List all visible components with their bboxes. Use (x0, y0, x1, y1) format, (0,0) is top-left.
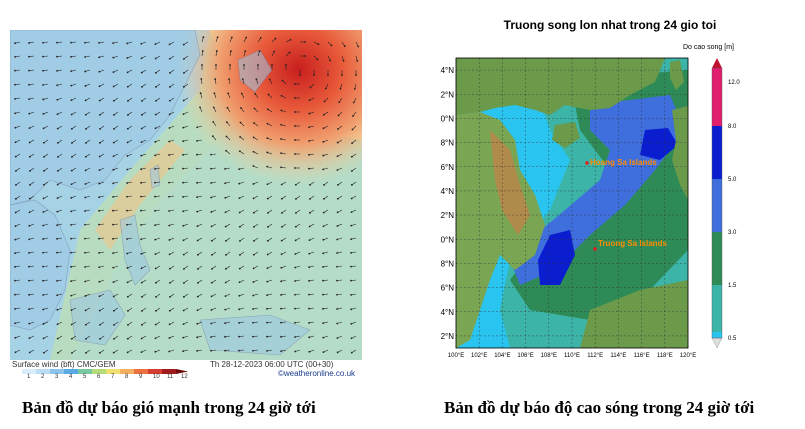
lon-label: 114°E (610, 353, 626, 359)
wave-lat-labels: 24°N 22°N 20°N 18°N 16°N 14°N 12°N 10°N 8°N 6°N 4°… (440, 66, 454, 341)
wind-scale-tick: 10 (153, 374, 160, 380)
wind-footer: Surface wind (bft) CMC/GEM Th 28-12-2023… (10, 360, 362, 380)
indochina (9, 199, 71, 331)
legend-tick-label: 5.0 (728, 177, 737, 183)
lat-label: 12°N (440, 211, 454, 220)
legend-tick-label: 3.0 (728, 230, 737, 236)
lon-label: 100°E (448, 353, 464, 359)
wind-map-caption: Bản đồ dự báo gió mạnh trong 24 giờ tới (22, 398, 316, 417)
truong-sa-label: Truong Sa Islands (598, 239, 667, 248)
wave-zone-8-0-north (640, 128, 678, 160)
wave-legend-ticks: 12.0 8.0 5.0 3.0 1.5 0.5 (728, 80, 740, 342)
wind-scale-tick: 4 (69, 374, 73, 380)
wind-scale-tick: 8 (125, 374, 129, 380)
wave-zone-8-0-south (538, 230, 575, 285)
wave-lon-labels: 100°E 102°E 104°E 106°E 108°E 110°E 112°E 114°E… (448, 353, 696, 359)
wind-scale-tick: 7 (111, 374, 115, 380)
wind-scale-tick: 1 (27, 374, 31, 380)
lat-label: 16°N (440, 163, 454, 172)
lon-label: 104°E (494, 353, 510, 359)
lon-label: 106°E (517, 353, 533, 359)
china-land (456, 58, 665, 115)
wind-credit[interactable]: ©weatheronline.co.uk (278, 369, 356, 378)
wind-map-panel: Surface wind (bft) CMC/GEM Th 28-12-2023… (9, 29, 362, 380)
lon-label: 118°E (657, 353, 673, 359)
lat-label: 20°N (440, 114, 454, 123)
legend-tick-label: 1.5 (728, 283, 737, 289)
wind-scale-bar (22, 369, 188, 374)
wind-footer-right: Th 28-12-2023 06:00 UTC (00+30) (210, 360, 334, 369)
luzon-island (672, 106, 688, 200)
borneo (69, 289, 126, 346)
wave-legend-colorbar (711, 58, 723, 349)
lon-label: 102°E (471, 353, 487, 359)
wave-map-caption: Bản đồ dự báo độ cao sóng trong 24 giờ t… (444, 398, 755, 417)
legend-tick-label: 0.5 (728, 336, 737, 342)
hoang-sa-label: Hoang Sa Islands (590, 158, 657, 167)
lat-label: 8°N (441, 259, 455, 268)
china-coast (9, 29, 201, 206)
wind-scale-tick: 9 (139, 374, 143, 380)
wind-map (9, 29, 362, 360)
lat-label: 24°N (440, 66, 454, 75)
wave-map-title: Truong song lon nhat trong 24 gio toi (503, 18, 717, 32)
wind-band-corridor (95, 140, 185, 250)
wind-scale-tick: 5 (83, 374, 87, 380)
wind-scale-tick: 2 (41, 374, 45, 380)
wave-map-frame (455, 57, 689, 349)
lat-label: 2°N (441, 332, 455, 341)
wind-scale-tick: 3 (55, 374, 59, 380)
lon-label: 110°E (564, 353, 580, 359)
taiwan-island (670, 60, 684, 90)
wind-footer-left: Surface wind (bft) CMC/GEM (12, 360, 116, 369)
japan (237, 49, 273, 93)
wind-scale-tick: 11 (167, 374, 174, 380)
lon-label: 112°E (587, 353, 603, 359)
indochina-land (456, 112, 545, 348)
truong-sa-marker (593, 247, 597, 251)
lon-label: 120°E (680, 353, 696, 359)
lon-label: 116°E (634, 353, 650, 359)
lat-label: 4°N (441, 308, 455, 317)
new-guinea (199, 314, 311, 356)
lat-label: 18°N (440, 139, 454, 148)
borneo-land (580, 280, 688, 348)
hainan-island (552, 122, 580, 148)
lon-label: 108°E (541, 353, 557, 359)
lat-label: 10°N (440, 235, 454, 244)
legend-tick-label: 8.0 (728, 124, 737, 130)
wave-map-panel: Truong song lon nhat trong 24 gio toi Do… (440, 10, 780, 380)
wind-scale-tick: 12 (181, 374, 188, 380)
lat-label: 6°N (441, 284, 455, 293)
wave-map: 24°N 22°N 20°N 18°N 16°N 14°N 12°N 10°N 8°N 6°N 4°… (440, 57, 740, 359)
vietnam-highlands (490, 130, 530, 235)
lat-label: 14°N (440, 187, 454, 196)
lat-label: 22°N (440, 90, 454, 99)
wind-scale-tick: 6 (97, 374, 101, 380)
wave-legend-title: Do cao song [m] (683, 44, 734, 51)
hoang-sa-marker (585, 161, 589, 165)
wind-arrows (14, 36, 360, 354)
legend-tick-label: 12.0 (728, 80, 740, 86)
